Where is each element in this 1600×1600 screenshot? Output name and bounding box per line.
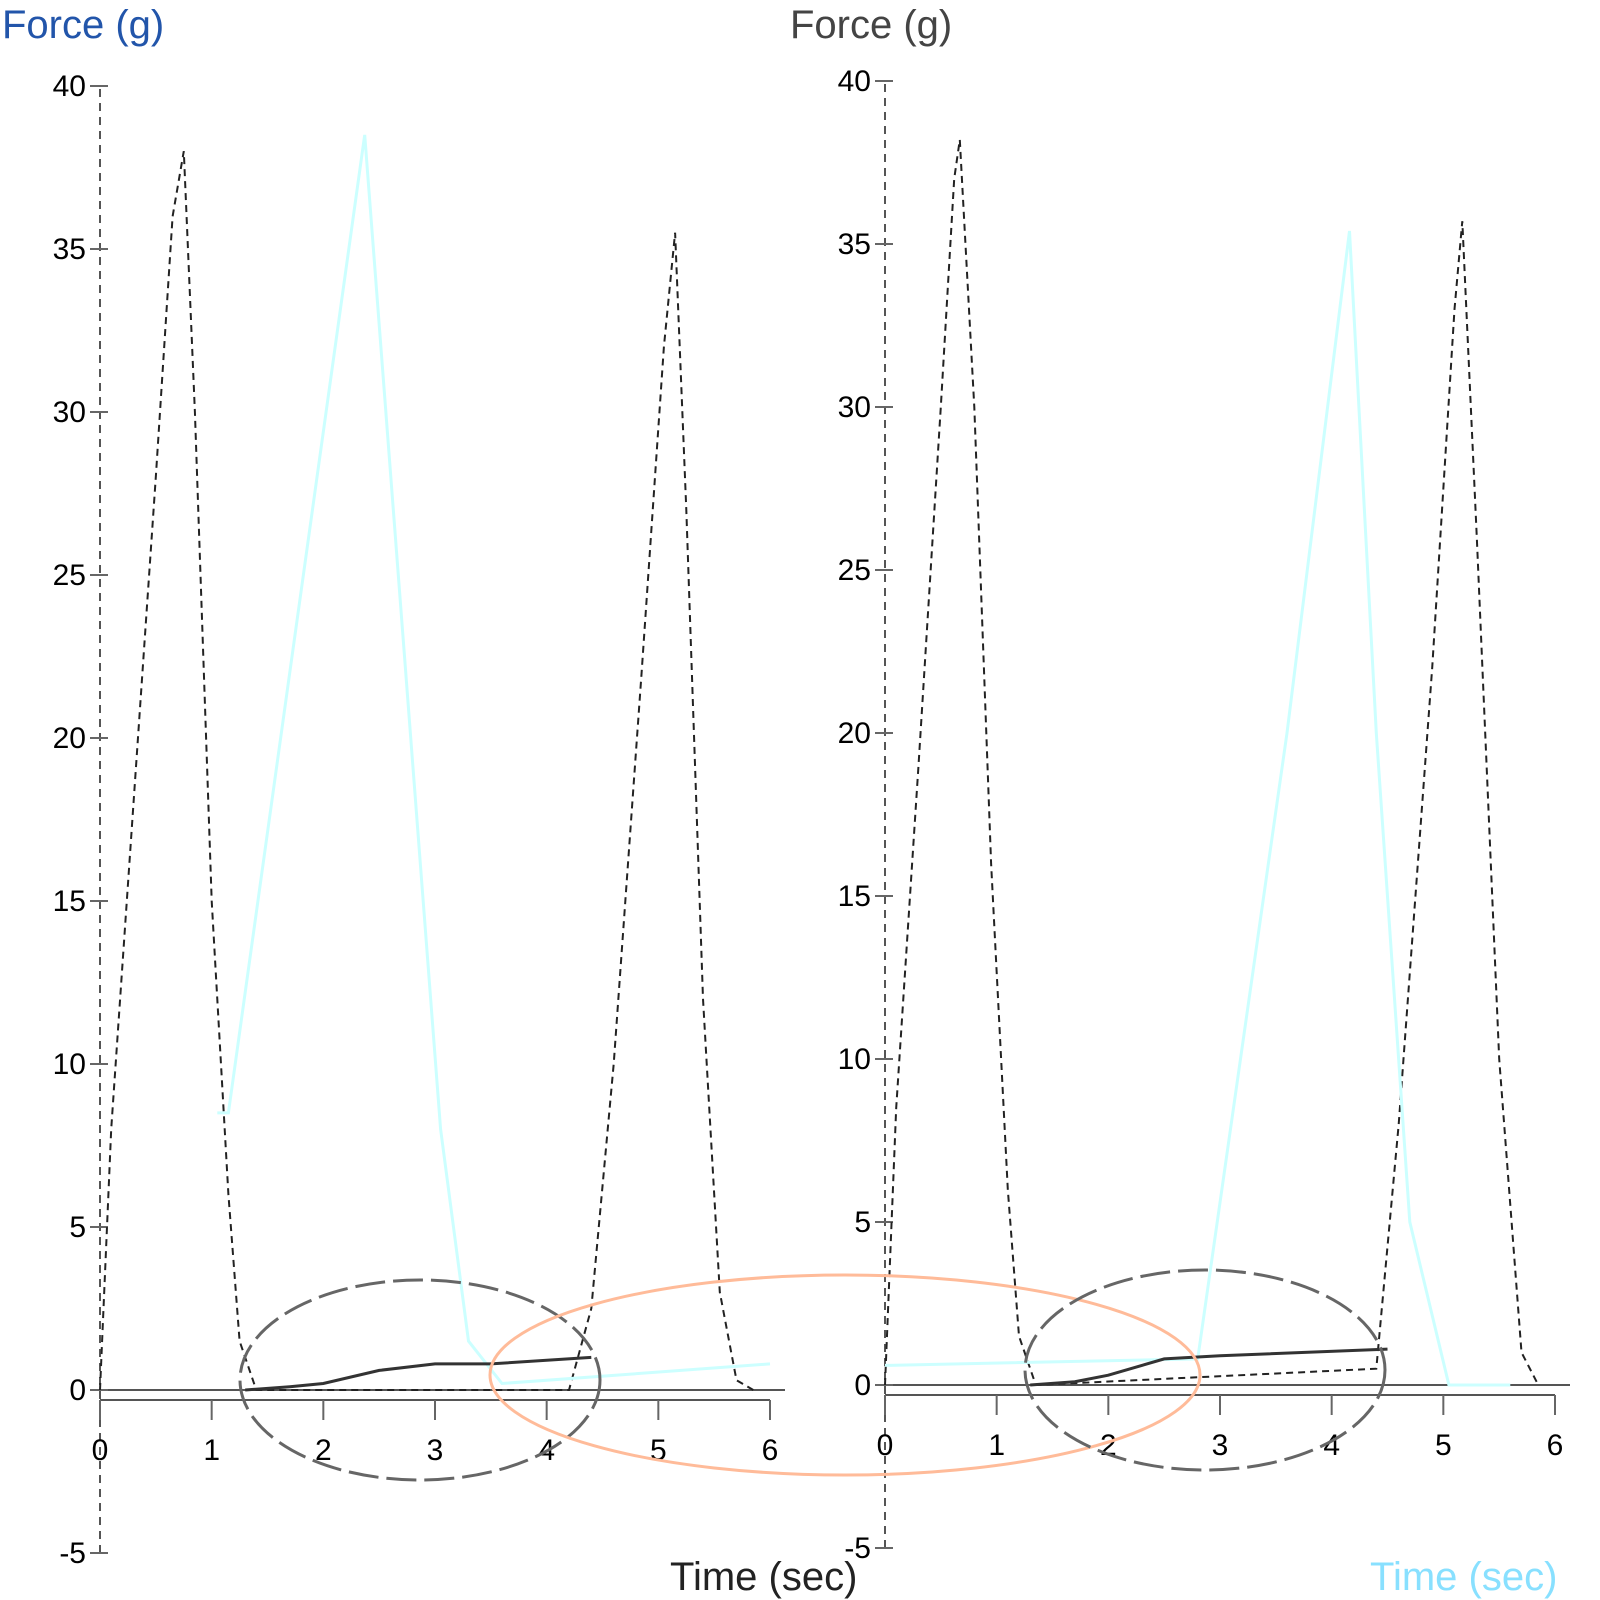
y-tick-label: 40 bbox=[838, 65, 871, 98]
y-tick-label: 0 bbox=[854, 1369, 871, 1402]
x-tick-label: 3 bbox=[1212, 1429, 1229, 1462]
highlight-ellipse bbox=[238, 1278, 602, 1482]
right-xlabel: Time (sec) bbox=[1370, 1555, 1557, 1599]
y-tick-label: 35 bbox=[838, 228, 871, 261]
y-tick-label: 25 bbox=[53, 559, 86, 592]
y-tick-label: 15 bbox=[53, 885, 86, 918]
highlight-ellipse bbox=[488, 1273, 1202, 1477]
left-xlabel: Time (sec) bbox=[670, 1555, 857, 1599]
y-tick-label: 10 bbox=[53, 1048, 86, 1081]
series-line-dashed bbox=[99, 151, 754, 1391]
y-tick-label: 35 bbox=[53, 233, 86, 266]
x-tick-label: 2 bbox=[315, 1434, 332, 1467]
highlight-ellipse bbox=[1023, 1268, 1387, 1472]
y-tick-label: 20 bbox=[838, 717, 871, 750]
x-tick-label: 1 bbox=[203, 1434, 220, 1467]
x-tick-label: 3 bbox=[427, 1434, 444, 1467]
y-tick-label: 25 bbox=[838, 554, 871, 587]
series-line-solid bbox=[1030, 1347, 1388, 1387]
x-tick-label: 1 bbox=[988, 1429, 1005, 1462]
series-line-solid bbox=[245, 1355, 592, 1392]
right-ylabel: Force (g) bbox=[790, 3, 952, 47]
series-line-cyan bbox=[217, 134, 771, 1386]
y-tick-label: 0 bbox=[69, 1374, 86, 1407]
y-tick-label: -5 bbox=[844, 1532, 871, 1565]
x-tick-label: 0 bbox=[92, 1434, 109, 1467]
x-tick-label: 5 bbox=[1435, 1429, 1452, 1462]
y-tick-label: 20 bbox=[53, 722, 86, 755]
y-tick-label: 30 bbox=[838, 391, 871, 424]
y-tick-label: 5 bbox=[69, 1211, 86, 1244]
x-tick-label: 0 bbox=[877, 1429, 894, 1462]
y-tick-label: 10 bbox=[838, 1043, 871, 1076]
x-tick-label: 6 bbox=[762, 1434, 779, 1467]
y-tick-label: 40 bbox=[53, 70, 86, 103]
y-tick-label: -5 bbox=[59, 1537, 86, 1570]
series-line-cyan bbox=[884, 230, 1511, 1387]
left-ylabel: Force (g) bbox=[2, 3, 164, 47]
y-tick-label: 5 bbox=[854, 1206, 871, 1239]
series-line-dashed bbox=[884, 139, 1540, 1387]
y-tick-label: 15 bbox=[838, 880, 871, 913]
x-tick-label: 6 bbox=[1547, 1429, 1564, 1462]
y-tick-label: 30 bbox=[53, 396, 86, 429]
